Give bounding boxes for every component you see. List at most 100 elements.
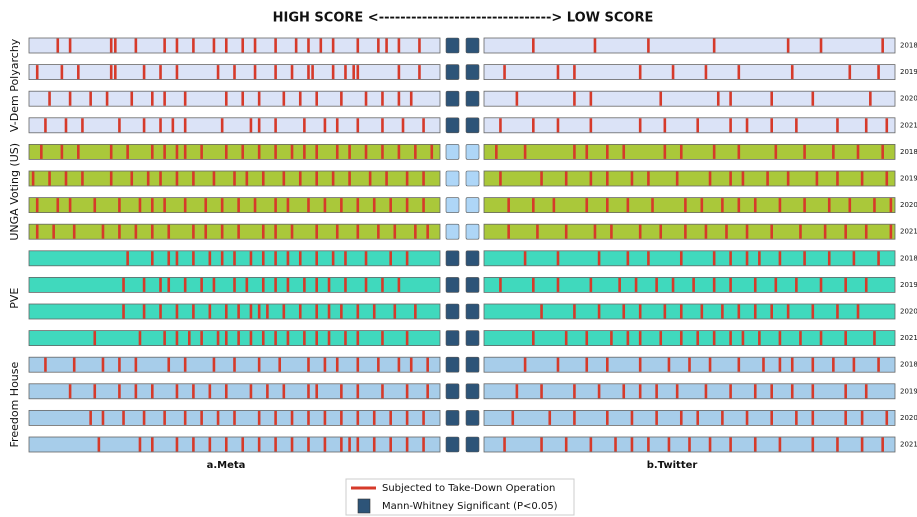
take-down-mark [118,198,121,213]
take-down-mark [224,144,228,159]
take-down-mark [556,357,560,372]
take-down-mark [630,171,634,186]
significance-box [465,144,480,160]
take-down-mark [220,224,224,239]
take-down-mark [708,171,712,186]
take-down-mark [109,38,113,53]
take-down-mark [331,38,335,53]
take-down-mark [163,410,166,425]
take-down-mark [729,251,732,266]
significance-box [465,170,480,187]
take-down-mark [241,91,245,106]
take-down-mark [389,437,392,452]
take-down-mark [832,144,835,159]
take-down-mark [585,144,589,159]
take-down-mark [622,304,626,319]
take-down-mark [638,357,642,372]
take-down-mark [753,198,757,213]
take-down-mark [142,410,146,425]
take-down-mark [679,331,683,346]
take-down-mark [323,357,327,372]
take-down-mark [126,251,129,266]
take-down-mark [499,118,502,133]
take-down-mark [208,384,212,399]
take-down-mark [257,304,261,319]
year-label: 2021 [900,334,917,342]
take-down-mark [671,65,675,80]
take-down-mark [655,277,658,292]
take-down-mark [770,91,773,106]
take-down-mark [311,65,314,80]
take-down-mark [77,144,80,159]
take-down-mark [56,38,60,53]
take-down-mark [393,304,397,319]
take-down-mark [175,384,179,399]
take-down-mark [385,171,388,186]
take-down-mark [340,91,343,106]
take-down-mark [523,357,527,372]
take-down-mark [286,331,290,346]
take-down-mark [286,277,290,292]
take-down-mark [556,118,560,133]
take-down-mark [315,224,318,239]
take-down-mark [163,38,166,53]
strip [28,37,441,54]
take-down-mark [356,384,360,399]
year-label: 2018 [900,148,917,156]
take-down-mark [282,304,286,319]
take-down-mark [64,118,68,133]
take-down-mark [257,410,261,425]
take-down-mark [266,384,269,399]
take-down-mark [356,38,360,53]
take-down-mark [881,38,884,53]
significance-box [445,383,460,400]
take-down-mark [93,384,97,399]
take-down-mark [167,277,171,292]
take-down-mark [220,118,224,133]
take-down-mark [786,38,790,53]
group-label: PVE [8,288,21,309]
strip [483,250,896,267]
take-down-mark [414,144,417,159]
take-down-mark [72,224,76,239]
take-down-mark [163,331,166,346]
take-down-mark [573,410,576,425]
take-down-mark [171,118,175,133]
take-down-mark [389,198,392,213]
take-down-mark [307,437,310,452]
panel-label: b.Twitter [647,460,698,471]
take-down-mark [638,65,642,80]
take-down-mark [200,277,203,292]
take-down-mark [331,251,335,266]
take-down-mark [81,171,84,186]
take-down-mark [257,437,261,452]
take-down-mark [335,357,339,372]
take-down-mark [241,437,245,452]
take-down-mark [885,171,889,186]
take-down-mark [204,224,208,239]
take-down-mark [766,171,769,186]
take-down-mark [597,384,601,399]
take-down-mark [249,331,253,346]
take-down-mark [118,118,121,133]
take-down-mark [532,331,535,346]
take-down-mark [844,277,847,292]
take-down-mark [335,144,339,159]
take-down-mark [315,384,318,399]
take-down-mark [138,331,142,346]
take-down-mark [397,38,401,53]
take-down-mark [303,277,306,292]
take-down-mark [257,357,261,372]
take-down-mark [414,304,417,319]
take-down-mark [860,437,864,452]
significance-box [465,250,480,267]
take-down-mark [422,410,425,425]
take-down-mark [192,304,195,319]
take-down-mark [729,331,732,346]
significance-box [445,436,460,453]
strip [28,303,441,320]
take-down-mark [532,277,535,292]
take-down-mark [192,437,195,452]
take-down-mark [175,38,179,53]
take-down-mark [860,171,864,186]
